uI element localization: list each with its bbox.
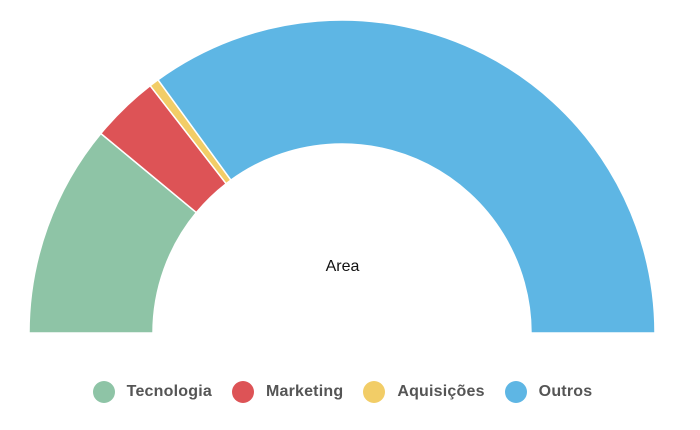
slice-outros[interactable] (156, 19, 656, 334)
legend-item-aquisicoes[interactable]: Aquisições (363, 381, 484, 403)
legend-label-tecnologia: Tecnologia (126, 383, 212, 400)
legend-label-marketing: Marketing (265, 383, 344, 400)
legend-swatch-marketing (231, 381, 254, 403)
legend-item-outros[interactable]: Outros (504, 381, 593, 403)
legend-item-marketing[interactable]: Marketing (231, 381, 344, 403)
legend-swatch-tecnologia (92, 381, 115, 403)
legend-swatch-aquisicoes (363, 381, 386, 403)
legend-label-aquisicoes: Aquisições (397, 383, 485, 400)
legend-item-tecnologia[interactable]: Tecnologia (92, 381, 212, 403)
legend-label-outros: Outros (538, 383, 593, 400)
legend-swatch-outros (504, 381, 527, 403)
chart-legend: Tecnologia Marketing Aquisições Outros (0, 381, 685, 403)
chart-plot-area (28, 19, 656, 334)
center-label: Area (325, 258, 360, 275)
